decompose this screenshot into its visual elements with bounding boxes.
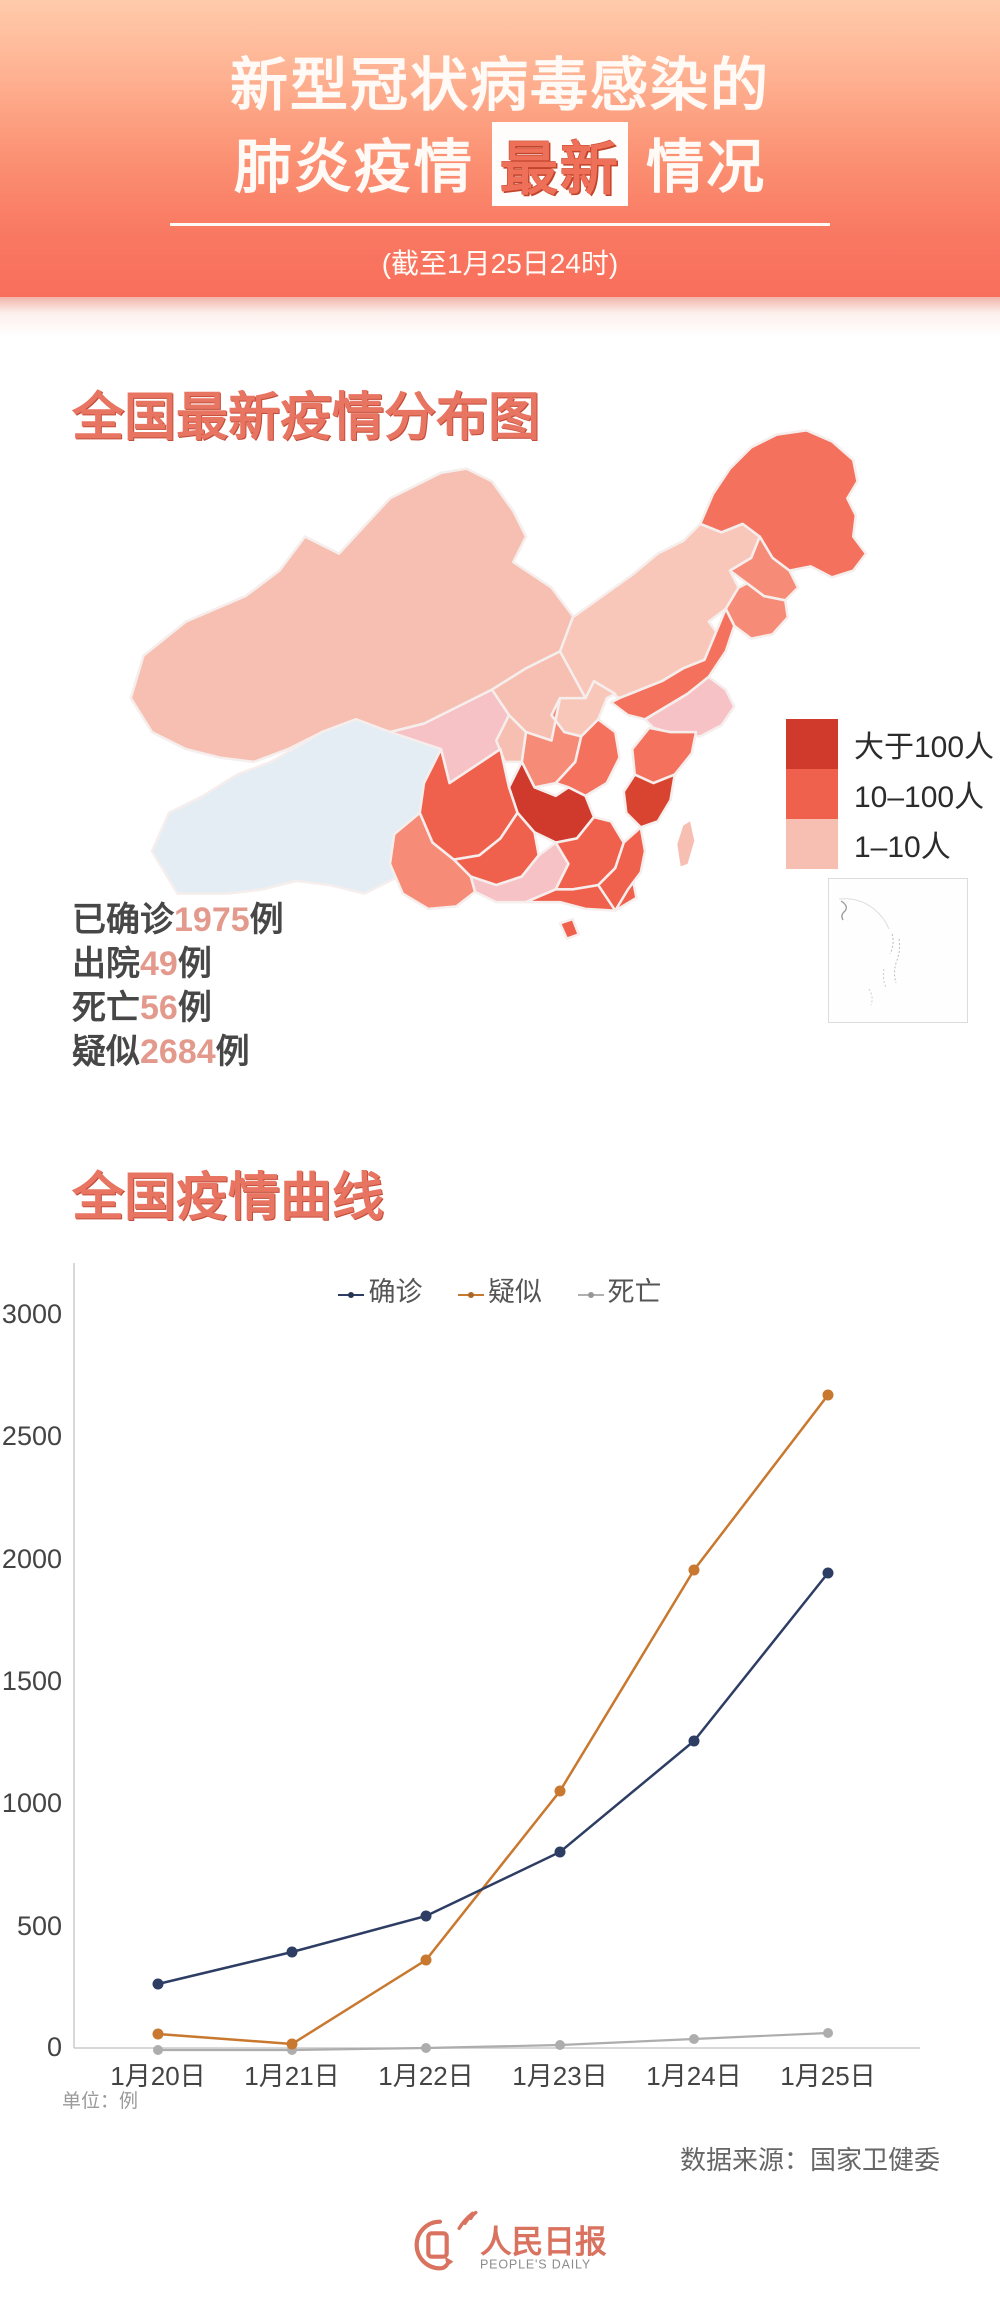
svg-text:1月24日: 1月24日 <box>646 2061 741 2091</box>
svg-text:1月22日: 1月22日 <box>378 2061 473 2091</box>
svg-text:1000: 1000 <box>2 1788 62 1818</box>
svg-text:1月21日: 1月21日 <box>244 2061 339 2091</box>
svg-text:2500: 2500 <box>2 1421 62 1451</box>
svg-text:3000: 3000 <box>2 1299 62 1329</box>
svg-text:0: 0 <box>47 2032 62 2062</box>
svg-text:PEOPLE'S DAILY: PEOPLE'S DAILY <box>480 2257 591 2271</box>
svg-text:2000: 2000 <box>2 1544 62 1574</box>
svg-text:1月23日: 1月23日 <box>512 2061 607 2091</box>
svg-text:1500: 1500 <box>2 1666 62 1696</box>
svg-text:1月25日: 1月25日 <box>780 2061 875 2091</box>
svg-text:500: 500 <box>17 1911 62 1941</box>
svg-text:人民日报: 人民日报 <box>480 2224 607 2260</box>
